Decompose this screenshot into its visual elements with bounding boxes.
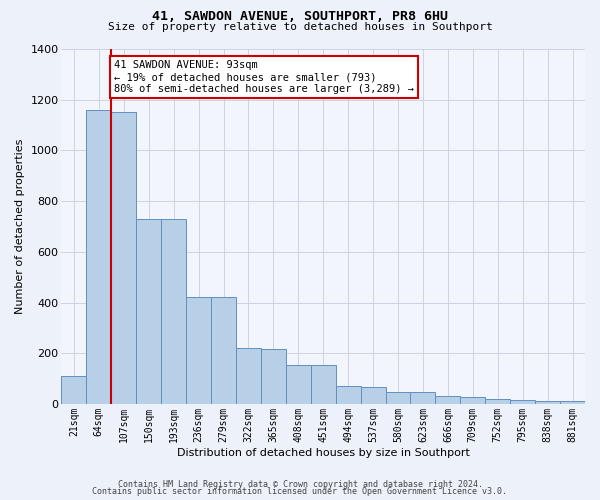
Bar bbox=[311, 366, 335, 404]
Bar bbox=[436, 396, 460, 404]
Bar bbox=[335, 386, 361, 404]
Text: 41, SAWDON AVENUE, SOUTHPORT, PR8 6HU: 41, SAWDON AVENUE, SOUTHPORT, PR8 6HU bbox=[152, 10, 448, 23]
Bar bbox=[410, 392, 436, 404]
Bar bbox=[361, 386, 386, 404]
Bar bbox=[161, 219, 186, 404]
Bar bbox=[86, 110, 112, 404]
Bar bbox=[61, 376, 86, 404]
Bar bbox=[186, 298, 211, 404]
Bar bbox=[510, 400, 535, 404]
Bar bbox=[136, 219, 161, 404]
Bar bbox=[261, 350, 286, 404]
Bar bbox=[460, 397, 485, 404]
Bar bbox=[286, 364, 311, 404]
Y-axis label: Number of detached properties: Number of detached properties bbox=[15, 139, 25, 314]
Bar bbox=[211, 298, 236, 404]
Bar bbox=[112, 112, 136, 404]
Text: Contains HM Land Registry data © Crown copyright and database right 2024.: Contains HM Land Registry data © Crown c… bbox=[118, 480, 482, 489]
Text: Contains public sector information licensed under the Open Government Licence v3: Contains public sector information licen… bbox=[92, 488, 508, 496]
Text: Size of property relative to detached houses in Southport: Size of property relative to detached ho… bbox=[107, 22, 493, 32]
Bar bbox=[236, 348, 261, 404]
Bar bbox=[386, 392, 410, 404]
Bar bbox=[535, 400, 560, 404]
Bar bbox=[485, 400, 510, 404]
X-axis label: Distribution of detached houses by size in Southport: Distribution of detached houses by size … bbox=[177, 448, 470, 458]
Text: 41 SAWDON AVENUE: 93sqm
← 19% of detached houses are smaller (793)
80% of semi-d: 41 SAWDON AVENUE: 93sqm ← 19% of detache… bbox=[114, 60, 414, 94]
Bar bbox=[560, 401, 585, 404]
